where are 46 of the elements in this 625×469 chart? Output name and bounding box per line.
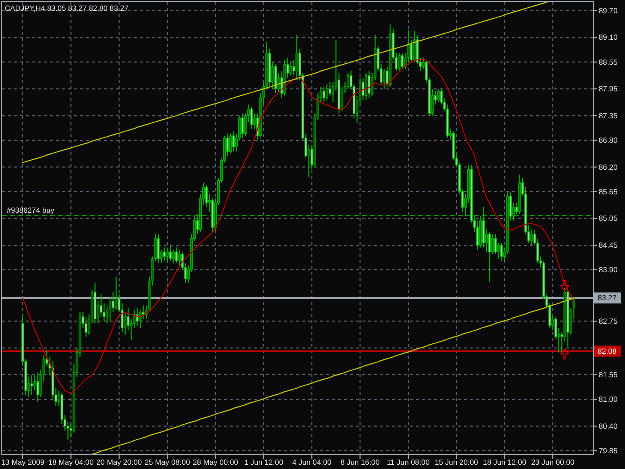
candlestick xyxy=(242,113,244,139)
candlestick xyxy=(112,292,115,313)
candlestick xyxy=(383,68,386,90)
candlestick xyxy=(482,207,486,248)
candlestick xyxy=(322,86,326,104)
candlestick xyxy=(413,30,416,63)
candlestick xyxy=(326,84,328,101)
candlestick xyxy=(346,72,350,90)
candlestick xyxy=(401,52,404,70)
candlestick xyxy=(36,372,40,402)
candlestick xyxy=(232,131,236,152)
candlestick xyxy=(296,35,298,81)
candlestick xyxy=(124,312,127,336)
candlestick xyxy=(172,249,175,264)
candlestick xyxy=(163,247,166,262)
candlestick xyxy=(494,234,498,255)
candlestick xyxy=(142,305,145,320)
candlestick xyxy=(226,133,230,157)
candlestick xyxy=(498,242,500,260)
candlestick xyxy=(437,88,440,104)
candlestick xyxy=(136,308,139,326)
candlestick xyxy=(491,234,494,255)
line-series xyxy=(92,298,575,455)
candlestick xyxy=(250,106,254,130)
candlestick xyxy=(169,244,172,262)
candlestick xyxy=(229,133,232,154)
candlestick xyxy=(328,82,332,96)
candlestick xyxy=(84,316,88,338)
candlestick xyxy=(488,232,492,283)
candlestick xyxy=(115,276,118,311)
candlestick xyxy=(100,294,103,318)
candlestick xyxy=(139,310,142,329)
candlestick xyxy=(34,374,36,392)
candlestick xyxy=(274,64,278,94)
candlestick xyxy=(530,229,534,246)
candlestick xyxy=(500,242,504,262)
candlestick xyxy=(30,374,34,396)
candlestick xyxy=(178,249,181,266)
candlestick xyxy=(205,184,208,208)
candlestick xyxy=(290,62,292,76)
candlestick xyxy=(157,234,160,264)
candlestick xyxy=(476,220,480,250)
candlestick xyxy=(398,52,401,72)
candlestick xyxy=(166,247,169,264)
candlestick xyxy=(175,247,178,264)
candlestick xyxy=(109,296,112,322)
